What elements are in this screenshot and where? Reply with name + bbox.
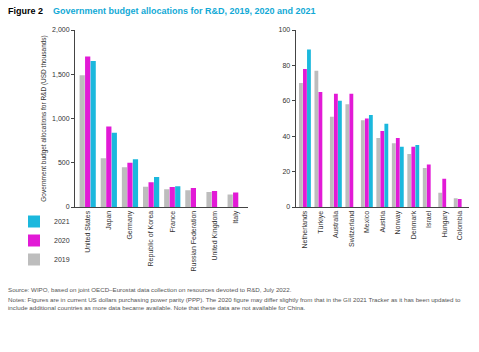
svg-text:60: 60 [282, 97, 290, 104]
svg-text:Australia: Australia [332, 211, 339, 238]
svg-text:Russian Federation: Russian Federation [190, 211, 197, 272]
svg-text:Austria: Austria [379, 211, 386, 233]
svg-text:2021: 2021 [54, 218, 70, 225]
html-text:Figure 2: Figure 2 [8, 6, 43, 16]
svg-text:Switzerland: Switzerland [348, 211, 355, 247]
svg-text:Colombia: Colombia [456, 211, 463, 241]
svg-text:2,000: 2,000 [52, 26, 70, 33]
svg-text:0: 0 [66, 203, 70, 210]
svg-text:Italy: Italy [232, 210, 240, 223]
svg-text:Mexico: Mexico [363, 211, 370, 233]
svg-text:United States: United States [84, 210, 91, 253]
svg-text:France: France [169, 211, 176, 233]
svg-text:2019: 2019 [54, 256, 70, 263]
svg-text:2020: 2020 [54, 237, 70, 244]
svg-text:20: 20 [282, 168, 290, 175]
svg-text:80: 80 [282, 62, 290, 69]
svg-text:0: 0 [286, 203, 290, 210]
svg-text:Denmark: Denmark [410, 210, 417, 239]
svg-text:Germany: Germany [126, 210, 134, 239]
svg-text:1,000: 1,000 [52, 115, 70, 122]
svg-text:100: 100 [279, 26, 291, 33]
svg-text:Netherlands: Netherlands [301, 210, 308, 248]
svg-text:Government budget allocations: Government budget allocations for R&D (U… [40, 35, 48, 202]
svg-text:500: 500 [58, 159, 70, 166]
svg-text:Hungary: Hungary [441, 210, 449, 237]
svg-text:Norway: Norway [394, 210, 402, 234]
html-text:Source: WIPO, based on joint O: Source: WIPO, based on joint OECD–Eurost… [8, 286, 292, 293]
svg-text:Japan: Japan [105, 211, 113, 230]
html-text:Notes: Figures are in current: Notes: Figures are in current US dollars… [8, 296, 461, 311]
svg-text:1,500: 1,500 [52, 71, 70, 78]
svg-text:United Kingdom: United Kingdom [211, 211, 219, 261]
svg-text:Israel: Israel [425, 210, 432, 228]
html-text:Government budget allocations: Government budget allocations for R&D, 2… [53, 6, 316, 16]
svg-text:Republic of Korea: Republic of Korea [147, 211, 155, 267]
svg-text:Türkiye: Türkiye [317, 211, 325, 234]
svg-text:40: 40 [282, 133, 290, 140]
